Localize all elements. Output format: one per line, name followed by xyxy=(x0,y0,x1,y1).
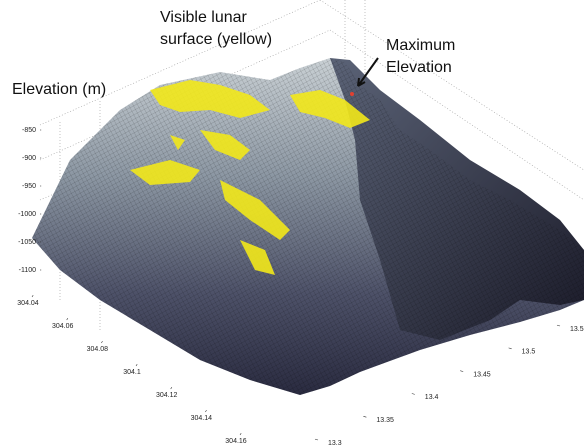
tick-label: 304.12 xyxy=(156,392,178,399)
tick-label: 13.55 xyxy=(570,326,584,333)
tick-label: -1100 xyxy=(19,267,36,274)
tick-label: 304.1 xyxy=(123,369,141,376)
annotation: surface (yellow) xyxy=(160,31,272,48)
tick-mark xyxy=(411,393,415,395)
tick-label: 13.4 xyxy=(425,394,439,401)
tick-label: -1000 xyxy=(18,211,36,218)
annotation: Visible lunar xyxy=(160,9,248,26)
tick-mark xyxy=(460,370,464,372)
tick-label: 13.5 xyxy=(522,349,536,356)
tick-mark xyxy=(205,410,207,413)
tick-label: 13.3 xyxy=(328,440,342,446)
tick-mark xyxy=(66,318,69,321)
tick-label: -900 xyxy=(22,155,36,162)
axis-label: Elevation (m) xyxy=(12,81,106,98)
tick-mark xyxy=(363,416,367,418)
tick-label: -850 xyxy=(22,127,36,134)
tick-label: 304.04 xyxy=(17,300,39,307)
visible-region xyxy=(130,80,370,275)
annotation: Elevation xyxy=(386,59,452,76)
surface xyxy=(32,58,584,395)
max-point xyxy=(350,92,354,96)
tick-mark xyxy=(239,433,242,436)
tick-mark xyxy=(314,438,319,441)
tick-label: 13.35 xyxy=(376,417,394,424)
tick-label: -1050 xyxy=(18,239,36,246)
annotation: Maximum xyxy=(386,37,455,54)
tick-label: 304.16 xyxy=(225,438,247,445)
tick-mark xyxy=(31,295,34,298)
tick-label: 13.45 xyxy=(473,371,491,378)
tick-label: 304.08 xyxy=(87,346,109,353)
tick-mark xyxy=(101,341,103,344)
tick-mark xyxy=(170,387,173,390)
tick-mark xyxy=(508,347,512,350)
tick-label: 304.14 xyxy=(191,415,213,422)
tick-mark xyxy=(556,324,561,327)
tick-label: -950 xyxy=(22,183,36,190)
tick-label: 304.06 xyxy=(52,323,74,330)
arrow xyxy=(357,57,379,87)
tick-mark xyxy=(135,364,138,367)
